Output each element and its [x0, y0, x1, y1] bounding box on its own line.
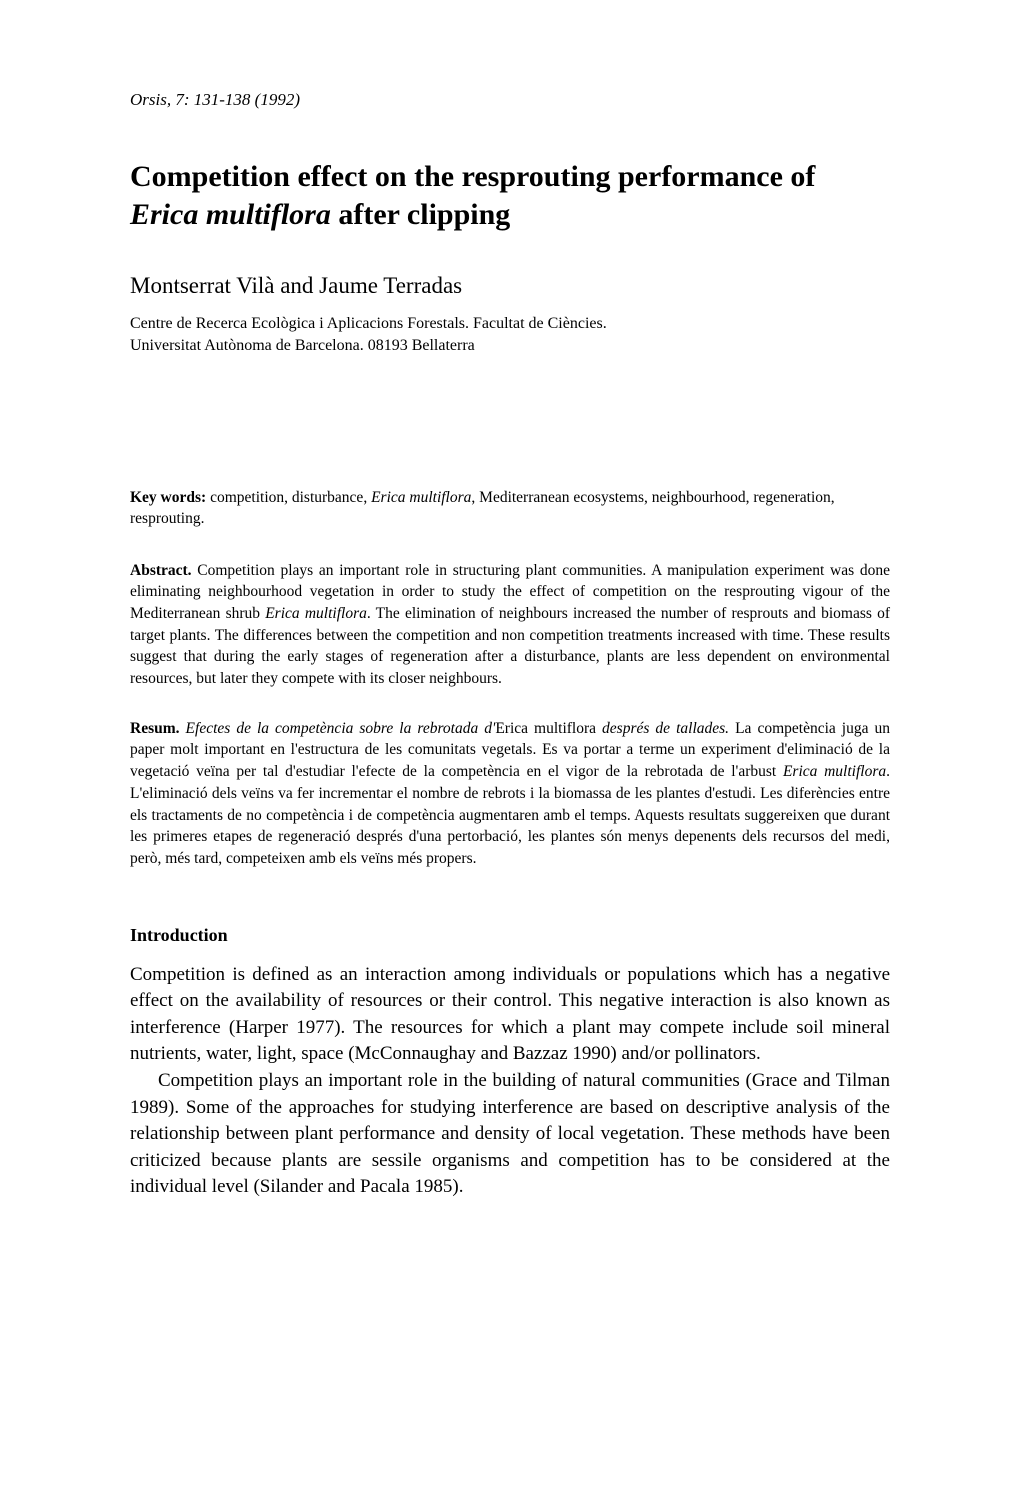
affiliation-line1: Centre de Recerca Ecològica i Aplicacion… — [130, 313, 890, 335]
paper-page: Orsis, 7: 131-138 (1992) Competition eff… — [0, 0, 1020, 1500]
intro-paragraph-2: Competition plays an important role in t… — [130, 1068, 890, 1201]
authors: Montserrat Vilà and Jaume Terradas — [130, 273, 890, 299]
journal-reference: Orsis, 7: 131-138 (1992) — [130, 90, 890, 110]
resum-label: Resum. — [130, 720, 180, 737]
title-text-part2: after clipping — [331, 198, 510, 231]
resum-section: Resum. Efectes de la competència sobre l… — [130, 718, 890, 870]
keywords-species: Erica multiflora — [371, 489, 471, 506]
abstract-section: Abstract. Competition plays an important… — [130, 560, 890, 690]
abstract-species: Erica multiflora — [265, 605, 367, 622]
resum-title-species: Erica multiflora — [495, 720, 596, 737]
keywords-pre: competition, disturbance, — [206, 489, 371, 506]
affiliation: Centre de Recerca Ecològica i Aplicacion… — [130, 313, 890, 358]
intro-paragraph-1: Competition is defined as an interaction… — [130, 962, 890, 1068]
introduction-heading: Introduction — [130, 925, 890, 946]
affiliation-line2: Universitat Autònoma de Barcelona. 08193… — [130, 335, 890, 357]
title-text-part1: Competition effect on the resprouting pe… — [130, 160, 815, 193]
title-species-name: Erica multiflora — [130, 198, 331, 231]
paper-title: Competition effect on the resprouting pe… — [130, 158, 890, 233]
introduction-body: Competition is defined as an interaction… — [130, 962, 890, 1201]
resum-title-pre: Efectes de la competència sobre la rebro… — [180, 720, 496, 737]
keywords-label: Key words: — [130, 489, 206, 506]
resum-body-species: Erica multiflora — [783, 763, 886, 780]
abstract-label: Abstract. — [130, 562, 192, 579]
resum-title-post: després de tallades. — [596, 720, 729, 737]
keywords-section: Key words: competition, disturbance, Eri… — [130, 488, 890, 530]
